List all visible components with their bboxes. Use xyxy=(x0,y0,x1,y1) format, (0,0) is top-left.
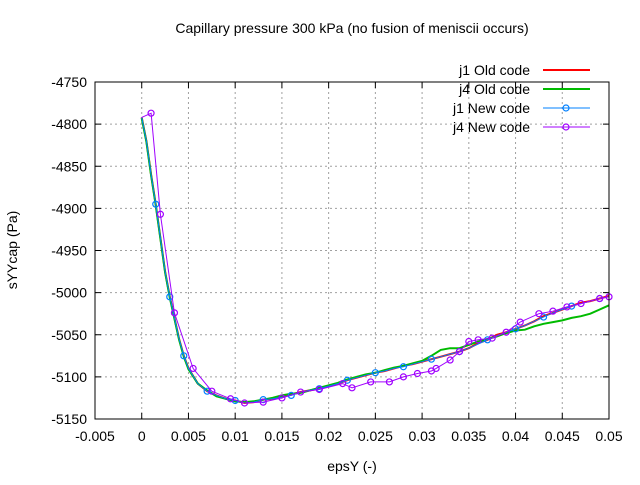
plot-frame xyxy=(94,81,610,420)
data-point xyxy=(549,307,557,315)
data-point xyxy=(539,313,548,321)
x-tick-label: 0 xyxy=(138,428,146,444)
x-tick-label: 0.05 xyxy=(595,428,622,444)
series-group xyxy=(140,109,613,407)
data-point xyxy=(516,318,524,326)
data-point xyxy=(427,355,436,363)
x-tick-label: 0.035 xyxy=(451,428,486,444)
x-tick-label: 0.005 xyxy=(171,428,206,444)
data-point xyxy=(166,293,174,301)
data-point xyxy=(413,369,422,378)
data-point xyxy=(348,384,356,392)
y-tick-label: -4900 xyxy=(51,200,87,216)
data-point xyxy=(465,337,473,346)
x-tick-label: 0.01 xyxy=(222,428,249,444)
data-point xyxy=(297,388,305,396)
legend-label: j1 New code xyxy=(452,100,530,116)
series-line xyxy=(141,112,610,404)
series-j4-old-code xyxy=(140,118,610,404)
series-j1-new-code xyxy=(141,117,610,405)
legend-label: j1 Old code xyxy=(458,62,530,78)
data-point xyxy=(180,352,188,360)
y-tick-label: -4850 xyxy=(51,158,87,174)
x-tick-label: 0.02 xyxy=(315,428,342,444)
data-point xyxy=(577,299,585,308)
x-tick-label: 0.04 xyxy=(502,428,529,444)
y-tick-label: -5000 xyxy=(51,285,87,301)
series-line xyxy=(140,118,610,404)
legend-marker xyxy=(562,123,570,131)
series-line xyxy=(140,117,610,405)
data-point xyxy=(502,328,510,336)
data-point xyxy=(315,385,323,394)
x-tick-label: 0.025 xyxy=(358,428,393,444)
data-point xyxy=(339,380,347,388)
data-point xyxy=(371,369,379,377)
data-point xyxy=(399,373,407,381)
x-axis-label: epsY (-) xyxy=(327,458,377,474)
series-j1-old-code xyxy=(140,117,610,405)
data-point xyxy=(240,399,249,407)
x-tick-label: -0.005 xyxy=(75,428,115,444)
data-point xyxy=(474,336,482,344)
data-point xyxy=(152,200,160,208)
y-tick-label: -5150 xyxy=(51,411,87,427)
chart-title: Capillary pressure 300 kPa (no fusion of… xyxy=(175,20,528,36)
data-point xyxy=(259,396,267,404)
series-line xyxy=(141,117,610,404)
axis-ticks: -0.005 0 0.005 0.01 0.015 0.02 0.025 0.03 0.035 0… xyxy=(51,74,623,444)
data-point xyxy=(156,210,165,218)
y-tick-label: -4950 xyxy=(51,243,87,259)
data-point xyxy=(483,336,492,344)
x-tick-label: 0.045 xyxy=(545,428,580,444)
series-j4-new-code xyxy=(141,109,613,407)
data-point xyxy=(455,348,464,356)
data-point xyxy=(278,394,286,402)
data-point xyxy=(596,294,604,303)
data-point xyxy=(488,334,496,342)
data-point xyxy=(189,364,197,373)
data-point xyxy=(432,364,440,373)
x-tick-label: 0.03 xyxy=(408,428,435,444)
data-point xyxy=(343,376,351,384)
legend-label: j4 Old code xyxy=(458,81,530,97)
data-point xyxy=(446,356,454,364)
y-tick-label: -5050 xyxy=(51,327,87,343)
grid xyxy=(95,82,609,419)
data-point xyxy=(535,310,543,318)
data-point xyxy=(208,387,216,395)
y-axis-label: sYYcap (Pa) xyxy=(4,211,20,290)
data-point xyxy=(231,396,239,405)
data-point xyxy=(367,378,375,386)
data-point xyxy=(563,303,571,311)
data-point xyxy=(399,363,407,371)
x-tick-label: 0.015 xyxy=(264,428,299,444)
data-point xyxy=(170,309,179,317)
y-tick-label: -4750 xyxy=(51,74,87,90)
data-point xyxy=(259,398,267,406)
data-point xyxy=(147,109,155,117)
legend-label: j4 New code xyxy=(452,119,530,135)
y-tick-label: -5100 xyxy=(51,369,87,385)
legend: j1 Old code j4 Old code j1 New code j4 New … xyxy=(452,62,590,135)
data-point xyxy=(226,395,235,403)
data-point xyxy=(203,387,211,395)
data-point xyxy=(385,378,393,386)
legend-marker xyxy=(562,104,570,112)
y-tick-label: -4800 xyxy=(51,116,87,132)
